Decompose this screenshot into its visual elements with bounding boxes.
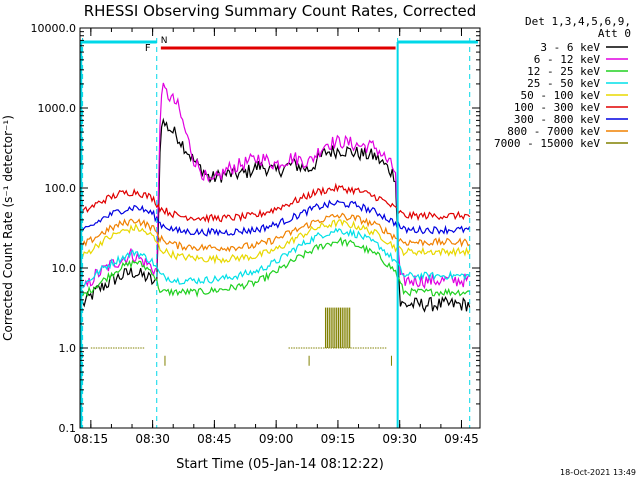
series-6 <box>82 199 471 237</box>
legend-entry-0: 3 - 6 keV <box>540 41 600 54</box>
series-5 <box>82 182 471 224</box>
series-line <box>82 219 471 265</box>
x-tick-label: 08:30 <box>135 432 170 446</box>
series-0 <box>82 117 471 313</box>
y-tick-label: 1.0 <box>59 342 77 355</box>
series-line <box>82 236 471 298</box>
x-tick-label: 08:15 <box>74 432 109 446</box>
series-line <box>82 199 471 237</box>
y-tick-label: 0.1 <box>59 422 77 435</box>
plot-frame <box>79 27 481 429</box>
series-7 <box>82 212 471 253</box>
x-tick-label: 09:45 <box>444 432 479 446</box>
legend-header-line-2: Att 0 <box>598 27 631 40</box>
legend-entry-3: 25 - 50 keV <box>527 77 600 90</box>
series-line <box>82 82 470 290</box>
legend-entry-7: 800 - 7000 keV <box>507 125 600 138</box>
legend-entry-5: 100 - 300 keV <box>514 101 600 114</box>
y-tick-label: 1000.0 <box>38 102 77 115</box>
legend-entry-6: 300 - 800 keV <box>514 113 600 126</box>
x-tick-label: 08:45 <box>197 432 232 446</box>
flag-n-label: N <box>161 36 168 46</box>
legend-header-line-1: Det 1,3,4,5,6,9, <box>525 15 631 28</box>
x-tick-label: 09:30 <box>382 432 417 446</box>
series-line <box>82 227 471 289</box>
series-8 <box>90 307 392 366</box>
series-line <box>82 182 471 224</box>
legend-entry-2: 12 - 25 keV <box>527 65 600 78</box>
legend-entry-8: 7000 - 15000 keV <box>494 137 600 150</box>
y-axis-label: Corrected Count Rate (s⁻¹ detector⁻¹) <box>1 115 15 341</box>
x-tick-label: 09:15 <box>321 432 356 446</box>
series-line <box>82 212 471 253</box>
x-axis-label: Start Time (05-Jan-14 08:12:22) <box>176 457 384 472</box>
series-2 <box>82 236 471 298</box>
flag-f-label: F <box>145 43 151 54</box>
footer-date: 18-Oct-2021 13:49 <box>560 468 636 477</box>
series-3 <box>82 227 471 289</box>
legend-entry-1: 6 - 12 keV <box>534 53 601 66</box>
x-tick-label: 09:00 <box>259 432 294 446</box>
series-1 <box>82 82 470 290</box>
chart-title: RHESSI Observing Summary Count Rates, Co… <box>84 2 477 20</box>
series-line <box>82 117 471 313</box>
legend-entry-4: 50 - 100 keV <box>521 89 601 102</box>
series-4 <box>82 219 471 265</box>
y-tick-label: 10.0 <box>52 262 77 275</box>
y-tick-label: 10000.0 <box>31 22 77 35</box>
y-tick-label: 100.0 <box>45 182 77 195</box>
